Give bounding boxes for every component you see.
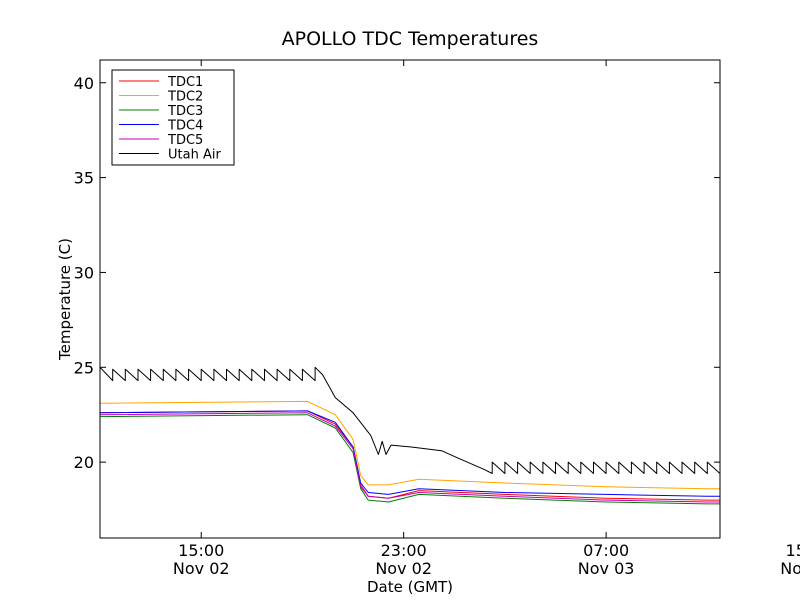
series-layer	[100, 366, 720, 505]
x-tick-label-time: 23:00	[381, 541, 427, 560]
y-tick-label: 40	[74, 74, 94, 93]
legend-label-utah-air: Utah Air	[168, 148, 221, 163]
legend-box	[111, 69, 235, 166]
x-tick-label-time: 07:00	[583, 541, 629, 560]
legend-label-tdc5: TDC5	[167, 133, 203, 148]
series-line-tdc3	[100, 414, 720, 505]
x-tick-label-date: Nov 02	[375, 559, 432, 578]
series-line-tdc4	[100, 410, 720, 497]
y-tick-label: 25	[74, 358, 94, 377]
series-line-tdc5	[100, 412, 720, 503]
plot-frame	[99, 59, 721, 539]
legend-label-tdc1: TDC1	[167, 75, 203, 90]
legend-label-tdc3: TDC3	[167, 104, 203, 119]
chart-title: APOLLO TDC Temperatures	[282, 28, 539, 50]
x-tick-label-date: Nov 02	[173, 559, 230, 578]
y-axis-label: Temperature (C)	[56, 238, 74, 361]
series-line-tdc2	[100, 400, 720, 490]
legend-label-tdc2: TDC2	[167, 90, 203, 105]
y-tick-label: 20	[74, 453, 94, 472]
x-tick-label-date: Nov 03	[780, 559, 800, 578]
x-tick-label-date: Nov 03	[578, 559, 635, 578]
series-line-utah-air	[100, 366, 720, 474]
x-tick-label-time: 15:00	[786, 541, 800, 560]
y-tick-label: 30	[74, 263, 94, 282]
x-axis-label: Date (GMT)	[367, 578, 453, 596]
legend-label-tdc4: TDC4	[167, 119, 203, 134]
x-tick-label-time: 15:00	[178, 541, 224, 560]
y-tick-label: 35	[74, 169, 94, 188]
